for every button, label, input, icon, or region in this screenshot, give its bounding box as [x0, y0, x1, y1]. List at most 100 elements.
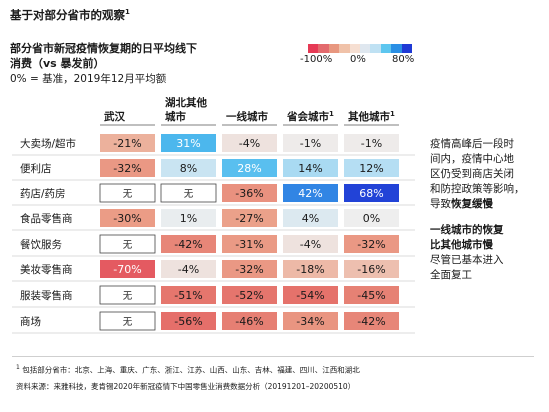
- annotation-tier1-slower: 一线城市的恢复 比其他城市慢 尽管已基本进入 全面复工: [430, 224, 504, 281]
- footer-divider: [12, 356, 534, 357]
- heatmap-cell: [344, 209, 399, 227]
- cell-label: -34%: [296, 315, 324, 328]
- heatmap-cell: [222, 159, 277, 177]
- heatmap-cell: [100, 209, 155, 227]
- chart-title-line-2: 消费（vs 暴发前）: [10, 57, 105, 70]
- legend-swatch-5: [360, 44, 371, 53]
- cell-label: -16%: [357, 263, 385, 276]
- heatmap-cell: [344, 184, 399, 202]
- legend-tick-min: -100%: [300, 54, 333, 65]
- legend-swatch-2: [328, 44, 340, 53]
- cell-label: 0%: [363, 212, 380, 225]
- row-label-5: 美妆零售商: [20, 263, 73, 276]
- heatmap-cell: [222, 260, 277, 278]
- row-label-7: 商场: [20, 315, 41, 328]
- heatmap-cell: [283, 286, 338, 304]
- source-note: 资料来源：来雅科技，麦肯锡2020年新冠疫情下中国零售业消费数据分析（20191…: [16, 382, 356, 391]
- cell-label: -32%: [357, 238, 385, 251]
- heatmap-cell: [100, 134, 155, 152]
- heatmap-cell: [161, 209, 216, 227]
- heatmap-cell: [344, 235, 399, 253]
- heatmap-cell: [344, 159, 399, 177]
- cell-na: [99, 234, 156, 254]
- legend-swatch-4: [349, 44, 361, 53]
- legend-swatch-6: [370, 44, 381, 53]
- row-label-0: 大卖场/超市: [20, 137, 76, 150]
- heatmap-cell: [283, 134, 338, 152]
- page-title: 基于对部分省市的观察1: [10, 8, 130, 22]
- cell-label: 28%: [237, 162, 261, 175]
- cell-label: 4%: [302, 212, 319, 225]
- cell-label: 31%: [176, 137, 200, 150]
- footnote: 1 包括部分省市：北京、上海、重庆、广东、浙江、江苏、山西、山东、吉林、福建、四…: [16, 364, 360, 375]
- heatmap-cell: [161, 286, 216, 304]
- cell-label: -30%: [113, 212, 141, 225]
- cell-label: -56%: [174, 315, 202, 328]
- legend-swatch-3: [339, 44, 350, 53]
- cell-label: 无: [123, 189, 133, 200]
- cell-label: 无: [123, 240, 133, 251]
- cell-na: [99, 285, 156, 305]
- cell-label: -4%: [178, 263, 199, 276]
- cell-label: 68%: [359, 187, 383, 200]
- chart-title-line-1: 部分省市新冠疫情恢复期的日平均线下: [10, 42, 197, 55]
- heatmap-cell: [283, 184, 338, 202]
- legend-tick-max: 80%: [392, 54, 415, 65]
- row-label-2: 药店/药房: [20, 187, 66, 200]
- cell-label: -42%: [357, 315, 385, 328]
- cell-label: 42%: [298, 187, 322, 200]
- annotation-recovery-slow: 疫情高峰后一段时 间内，疫情中心地 区仍受到商店关闭 和防控政策等影响， 导致恢…: [430, 138, 525, 210]
- heatmap-cell: [222, 235, 277, 253]
- column-header-2: 一线城市: [226, 110, 268, 123]
- cell-label: -27%: [235, 212, 263, 225]
- cell-label: -36%: [235, 187, 263, 200]
- heatmap-cell: [283, 235, 338, 253]
- heatmap-cell: [161, 159, 216, 177]
- cell-label: -51%: [174, 289, 202, 302]
- cell-label: -32%: [113, 162, 141, 175]
- legend-swatch-7: [380, 44, 392, 53]
- heatmap-cell: [161, 260, 216, 278]
- cell-na: [99, 183, 156, 203]
- legend-swatch-9: [401, 44, 413, 53]
- cell-label: -4%: [300, 238, 321, 251]
- heatmap-cell: [222, 134, 277, 152]
- heatmap-cell: [161, 235, 216, 253]
- cell-label: 无: [123, 291, 133, 302]
- legend-swatch-1: [318, 44, 329, 53]
- cell-label: -1%: [361, 137, 382, 150]
- cell-label: -32%: [235, 263, 263, 276]
- cell-label: 无: [184, 189, 194, 200]
- cell-label: 8%: [180, 162, 197, 175]
- heatmap-cell: [222, 286, 277, 304]
- cell-label: -4%: [239, 137, 260, 150]
- chart-subtitle: 0% = 基准，2019年12月平均额: [10, 73, 167, 85]
- cell-label: -1%: [300, 137, 321, 150]
- heatmap-cell: [344, 260, 399, 278]
- heatmap-cell: [222, 312, 277, 330]
- row-label-4: 餐饮服务: [20, 238, 62, 251]
- legend-swatch-0: [308, 44, 319, 53]
- color-scale-legend: [308, 44, 413, 53]
- heatmap-cell: [344, 286, 399, 304]
- cell-label: 12%: [359, 162, 383, 175]
- legend-swatch-8: [391, 44, 402, 53]
- cell-label: 无: [123, 317, 133, 328]
- heatmap-cell: [161, 312, 216, 330]
- cell-na: [160, 183, 217, 203]
- column-header-4: 其他城市1: [348, 110, 395, 123]
- cell-label: 14%: [298, 162, 322, 175]
- heatmap-cell: [283, 159, 338, 177]
- chart-title: 部分省市新冠疫情恢复期的日平均线下 消费（vs 暴发前）: [10, 41, 197, 71]
- cell-label: -52%: [235, 289, 263, 302]
- cell-label: -54%: [296, 289, 324, 302]
- heatmap-cell: [344, 312, 399, 330]
- cell-na: [99, 311, 156, 331]
- heatmap-cell: [283, 260, 338, 278]
- column-header-0: 武汉: [104, 110, 125, 123]
- cell-label: -42%: [174, 238, 202, 251]
- cell-label: -31%: [235, 238, 263, 251]
- row-label-3: 食品零售商: [20, 212, 73, 225]
- row-label-1: 便利店: [20, 162, 52, 175]
- heatmap-cell: [344, 134, 399, 152]
